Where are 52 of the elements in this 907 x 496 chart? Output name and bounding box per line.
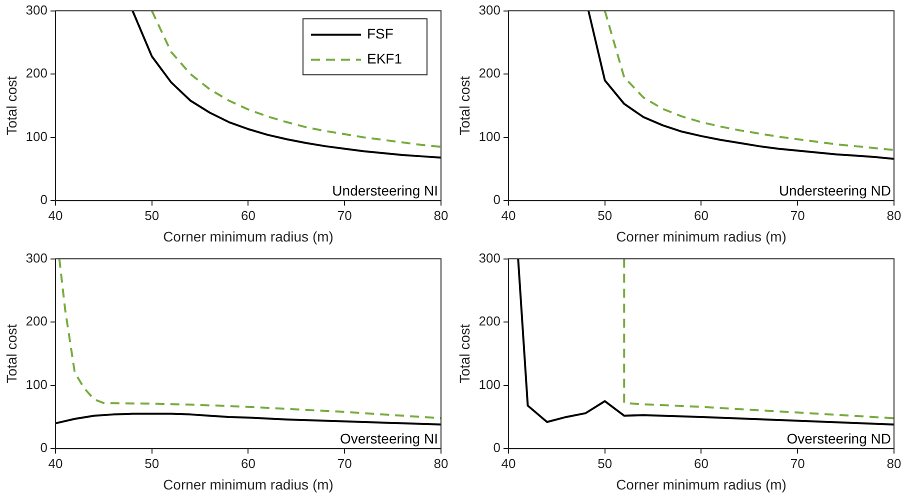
x-tick-label: 80 (434, 456, 448, 471)
y-tick-label: 100 (26, 376, 48, 392)
legend-label: FSF (367, 26, 394, 42)
legend-label: EKF1 (367, 50, 402, 67)
x-axis-title: Corner minimum radius (m) (616, 476, 786, 492)
y-tick-label: 0 (40, 192, 48, 208)
y-axis-title: Total cost (3, 324, 20, 384)
y-tick-label: 200 (478, 314, 500, 329)
x-tick-label: 70 (337, 456, 352, 471)
annotation: Oversteering ND (786, 430, 891, 446)
x-tick-label: 70 (790, 456, 805, 471)
y-tick-label: 100 (478, 376, 500, 392)
x-tick-label: 80 (434, 208, 448, 223)
x-tick-label: 70 (790, 208, 805, 223)
y-tick-label: 200 (26, 314, 48, 329)
line-series (623, 258, 895, 420)
x-tick-label: 60 (694, 456, 708, 471)
y-tick-label: 100 (26, 128, 48, 144)
y-tick-label: 300 (478, 2, 500, 18)
x-tick-label: 50 (144, 208, 160, 223)
line-series (58, 258, 442, 420)
y-tick-label: 300 (26, 250, 48, 266)
y-tick-label: 0 (40, 440, 48, 456)
x-tick-label: 50 (144, 456, 160, 471)
x-tick-label: 60 (241, 456, 256, 471)
x-tick-label: 40 (501, 456, 516, 471)
x-tick-label: 50 (598, 456, 612, 471)
y-axis-title: Total cost (3, 76, 20, 136)
y-axis-title: Total cost (456, 76, 472, 136)
x-axis-title: Corner minimum radius (m) (163, 476, 334, 492)
x-tick-label: 50 (598, 208, 612, 223)
x-axis-title: Corner minimum radius (m) (163, 228, 334, 244)
y-tick-label: 100 (478, 128, 500, 144)
x-axis-title: Corner minimum radius (m) (616, 228, 786, 244)
annotation: Understeering NI (332, 182, 438, 198)
y-tick-label: 200 (26, 66, 48, 81)
x-tick-label: 80 (886, 208, 902, 223)
x-tick-label: 60 (694, 208, 708, 223)
x-tick-label: 80 (886, 456, 902, 471)
x-tick-label: 40 (48, 456, 63, 471)
x-tick-label: 40 (501, 208, 516, 223)
y-tick-label: 300 (478, 250, 500, 266)
x-tick-label: 60 (241, 208, 256, 223)
y-tick-label: 300 (26, 2, 48, 18)
y-tick-label: 0 (493, 440, 500, 456)
annotation: Oversteering NI (340, 430, 438, 446)
x-tick-label: 40 (48, 208, 63, 223)
y-tick-label: 200 (478, 66, 500, 81)
y-tick-label: 0 (493, 192, 500, 208)
x-tick-label: 70 (337, 208, 352, 223)
annotation: Understeering ND (778, 182, 891, 198)
y-axis-title: Total cost (456, 324, 472, 384)
